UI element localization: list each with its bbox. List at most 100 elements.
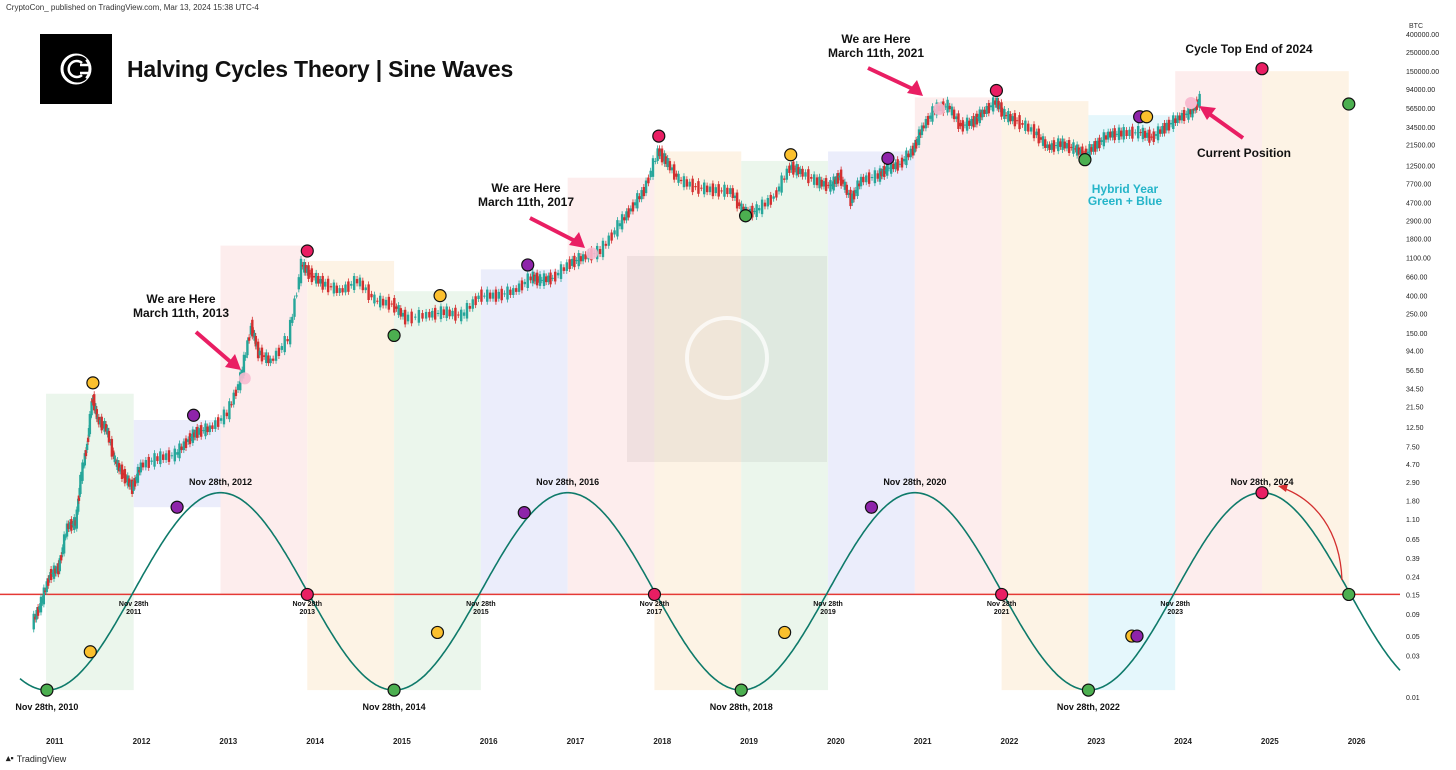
price-candle	[551, 277, 554, 279]
zone-orange	[654, 151, 742, 691]
price-candle	[1113, 128, 1116, 141]
price-candle	[1037, 128, 1040, 144]
price-candle	[236, 384, 240, 390]
y-tick-label: 150000.00	[1406, 69, 1439, 76]
y-tick-label: 21.50	[1406, 404, 1424, 411]
price-candle	[723, 184, 726, 197]
price-candle	[230, 404, 233, 406]
price-candle	[544, 276, 548, 283]
current-position-label: Current Position	[1197, 146, 1291, 160]
price-candle	[335, 285, 338, 293]
sine-wave	[19, 491, 1401, 691]
price-candle	[262, 355, 266, 357]
price-candle	[173, 448, 176, 462]
price-candle	[931, 106, 934, 122]
marker-green	[1342, 587, 1356, 602]
price-candle	[293, 298, 296, 317]
price-candle	[880, 171, 883, 177]
x-tick-label: 2011	[46, 737, 64, 746]
price-candle	[577, 253, 580, 267]
price-candle	[894, 162, 897, 170]
price-candle	[914, 139, 918, 149]
price-candle	[785, 168, 789, 180]
price-candle	[150, 460, 153, 462]
baseline-date-line2: 2017	[647, 609, 663, 616]
price-candle	[1015, 120, 1019, 122]
price-candle	[1090, 147, 1093, 152]
price-candle	[1081, 146, 1084, 160]
price-candle	[206, 426, 209, 433]
price-candle	[410, 311, 413, 324]
sine-trough-date: Nov 28th, 2022	[1057, 702, 1120, 712]
price-candle	[1115, 133, 1119, 135]
price-candle	[638, 196, 641, 200]
watermark-logo-icon	[685, 316, 769, 400]
price-candle	[584, 254, 587, 260]
price-candle	[246, 340, 249, 356]
price-candle	[907, 153, 910, 158]
price-candle	[581, 254, 585, 262]
price-candle	[517, 283, 521, 292]
price-candle	[82, 465, 85, 467]
price-candle	[44, 590, 47, 593]
x-tick-label: 2024	[1174, 737, 1192, 746]
price-candle	[1106, 131, 1110, 140]
price-candle	[468, 306, 472, 309]
price-candle	[1178, 115, 1181, 121]
zone-orange	[1001, 101, 1089, 691]
price-candle	[1150, 136, 1153, 138]
price-candle	[627, 208, 630, 218]
y-tick-label: 250.00	[1406, 311, 1428, 318]
price-candle	[898, 163, 902, 165]
sine-trough-date: Nov 28th, 2010	[15, 702, 78, 712]
price-candle	[792, 161, 795, 175]
price-candle	[520, 280, 524, 291]
price-candle	[1075, 144, 1079, 156]
price-candle	[883, 165, 886, 177]
price-candle	[633, 202, 637, 206]
price-candle	[647, 177, 650, 184]
price-candle	[361, 280, 365, 291]
price-candle	[312, 275, 316, 278]
price-candle	[1041, 136, 1045, 146]
price-candle	[101, 424, 105, 426]
price-candle	[178, 443, 181, 459]
price-candle	[500, 288, 503, 301]
price-candle	[219, 418, 223, 421]
price-candle	[534, 275, 537, 282]
price-candle	[854, 189, 858, 194]
price-candle	[62, 534, 66, 554]
price-candle	[49, 568, 53, 581]
y-tick-label: 94000.00	[1406, 87, 1435, 94]
arrow-head-icon	[569, 232, 585, 248]
price-candle	[393, 297, 396, 313]
price-candle	[299, 258, 303, 284]
price-candle	[804, 172, 807, 177]
price-candle	[1128, 129, 1131, 137]
price-candle	[494, 289, 498, 302]
price-candle	[303, 261, 306, 273]
price-candle	[136, 466, 140, 483]
baseline-date-line1: Nov 28th	[987, 601, 1017, 608]
y-tick-label: 1100.00	[1406, 255, 1431, 262]
y-tick-label: 660.00	[1406, 275, 1428, 282]
price-candle	[820, 179, 823, 187]
price-candle	[503, 293, 506, 295]
price-candle	[358, 277, 362, 287]
price-candle	[790, 164, 793, 170]
price-candle	[188, 433, 192, 445]
price-candle	[535, 272, 539, 286]
price-candle	[39, 596, 43, 613]
price-candle	[234, 389, 238, 397]
y-tick-label: 21500.00	[1406, 143, 1435, 150]
here-label-line1: We are Here	[841, 32, 910, 46]
price-candle	[881, 168, 885, 177]
price-candle	[57, 563, 60, 575]
price-candle	[506, 286, 509, 300]
price-candle	[367, 284, 370, 300]
zone-orange	[307, 260, 395, 691]
price-candle	[307, 265, 310, 279]
chart-title: Halving Cycles Theory | Sine Waves	[127, 56, 514, 82]
price-candle	[75, 509, 78, 529]
